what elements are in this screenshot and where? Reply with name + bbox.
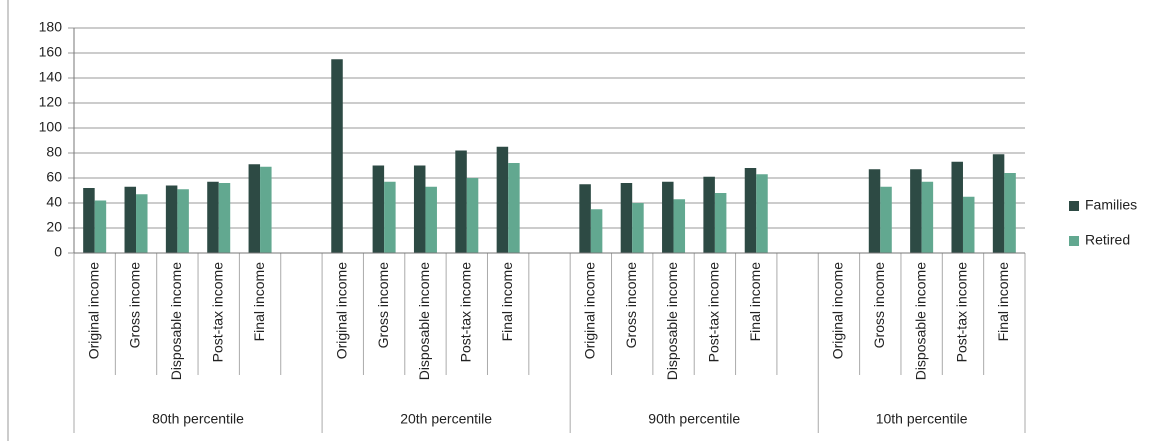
legend-swatch bbox=[1069, 201, 1079, 211]
bar bbox=[260, 166, 272, 253]
y-tick-label: 60 bbox=[46, 169, 62, 185]
bar bbox=[466, 178, 479, 253]
x-tick-label: Disposable income bbox=[168, 262, 184, 380]
bar bbox=[703, 176, 715, 253]
bar bbox=[632, 203, 644, 253]
x-tick-label: Gross income bbox=[871, 262, 887, 349]
bar bbox=[868, 169, 881, 253]
bar bbox=[590, 209, 603, 253]
x-tick-label: Gross income bbox=[623, 262, 639, 349]
bar bbox=[331, 59, 343, 253]
x-tick-label: Gross income bbox=[375, 262, 391, 349]
bar bbox=[124, 186, 137, 253]
y-tick-label: 0 bbox=[54, 244, 62, 260]
x-tick-label: Original income bbox=[582, 262, 598, 359]
bar bbox=[1004, 173, 1016, 253]
group-label: 20th percentile bbox=[400, 411, 492, 427]
bar bbox=[425, 186, 437, 253]
group-label: 10th percentile bbox=[876, 411, 968, 427]
x-tick-label: Final income bbox=[251, 262, 267, 342]
bar bbox=[673, 199, 686, 253]
bar bbox=[165, 185, 178, 253]
x-tick-label: Post-tax income bbox=[209, 262, 225, 363]
x-tick-label: Final income bbox=[995, 262, 1011, 342]
bar bbox=[177, 189, 189, 253]
bar bbox=[248, 164, 261, 253]
bar bbox=[962, 196, 975, 253]
y-tick-label: 140 bbox=[39, 69, 63, 85]
y-tick-label: 40 bbox=[46, 194, 62, 210]
bar bbox=[496, 146, 509, 253]
x-tick-label: Post-tax income bbox=[706, 262, 722, 363]
bar bbox=[136, 194, 148, 253]
bar bbox=[207, 181, 219, 253]
y-tick-label: 80 bbox=[46, 144, 62, 160]
x-tick-label: Disposable income bbox=[912, 262, 928, 380]
x-tick-label: Original income bbox=[830, 262, 846, 359]
bar bbox=[455, 150, 467, 253]
bar bbox=[910, 169, 922, 253]
x-tick-label: Final income bbox=[747, 262, 763, 342]
bar bbox=[744, 168, 757, 253]
bar bbox=[921, 181, 934, 253]
bar bbox=[218, 183, 231, 253]
bar bbox=[951, 161, 963, 253]
bar bbox=[579, 184, 591, 253]
bar bbox=[662, 181, 674, 253]
x-tick-label: Gross income bbox=[127, 262, 143, 349]
x-tick-label: Final income bbox=[499, 262, 515, 342]
x-tick-label: Disposable income bbox=[416, 262, 432, 380]
bar bbox=[756, 174, 768, 253]
y-tick-label: 180 bbox=[39, 19, 63, 35]
y-tick-label: 100 bbox=[39, 119, 63, 135]
bar bbox=[620, 183, 633, 253]
legend-label: Families bbox=[1085, 197, 1137, 213]
bar bbox=[413, 165, 426, 253]
legend-swatch bbox=[1069, 236, 1079, 246]
bar bbox=[372, 165, 385, 253]
x-tick-label: Post-tax income bbox=[458, 262, 474, 363]
bar bbox=[508, 163, 520, 253]
x-tick-label: Original income bbox=[85, 262, 101, 359]
x-tick-label: Original income bbox=[333, 262, 349, 359]
y-tick-label: 120 bbox=[39, 94, 63, 110]
y-tick-label: 20 bbox=[46, 219, 62, 235]
bar bbox=[880, 186, 892, 253]
x-tick-label: Disposable income bbox=[664, 262, 680, 380]
x-tick-label: Post-tax income bbox=[954, 262, 970, 363]
bar bbox=[992, 154, 1005, 253]
legend-label: Retired bbox=[1085, 232, 1130, 248]
group-label: 80th percentile bbox=[152, 411, 244, 427]
y-tick-label: 160 bbox=[39, 44, 63, 60]
bar bbox=[384, 181, 396, 253]
bar bbox=[94, 200, 107, 253]
bar bbox=[83, 188, 95, 253]
bar bbox=[714, 193, 727, 253]
group-label: 90th percentile bbox=[648, 411, 740, 427]
